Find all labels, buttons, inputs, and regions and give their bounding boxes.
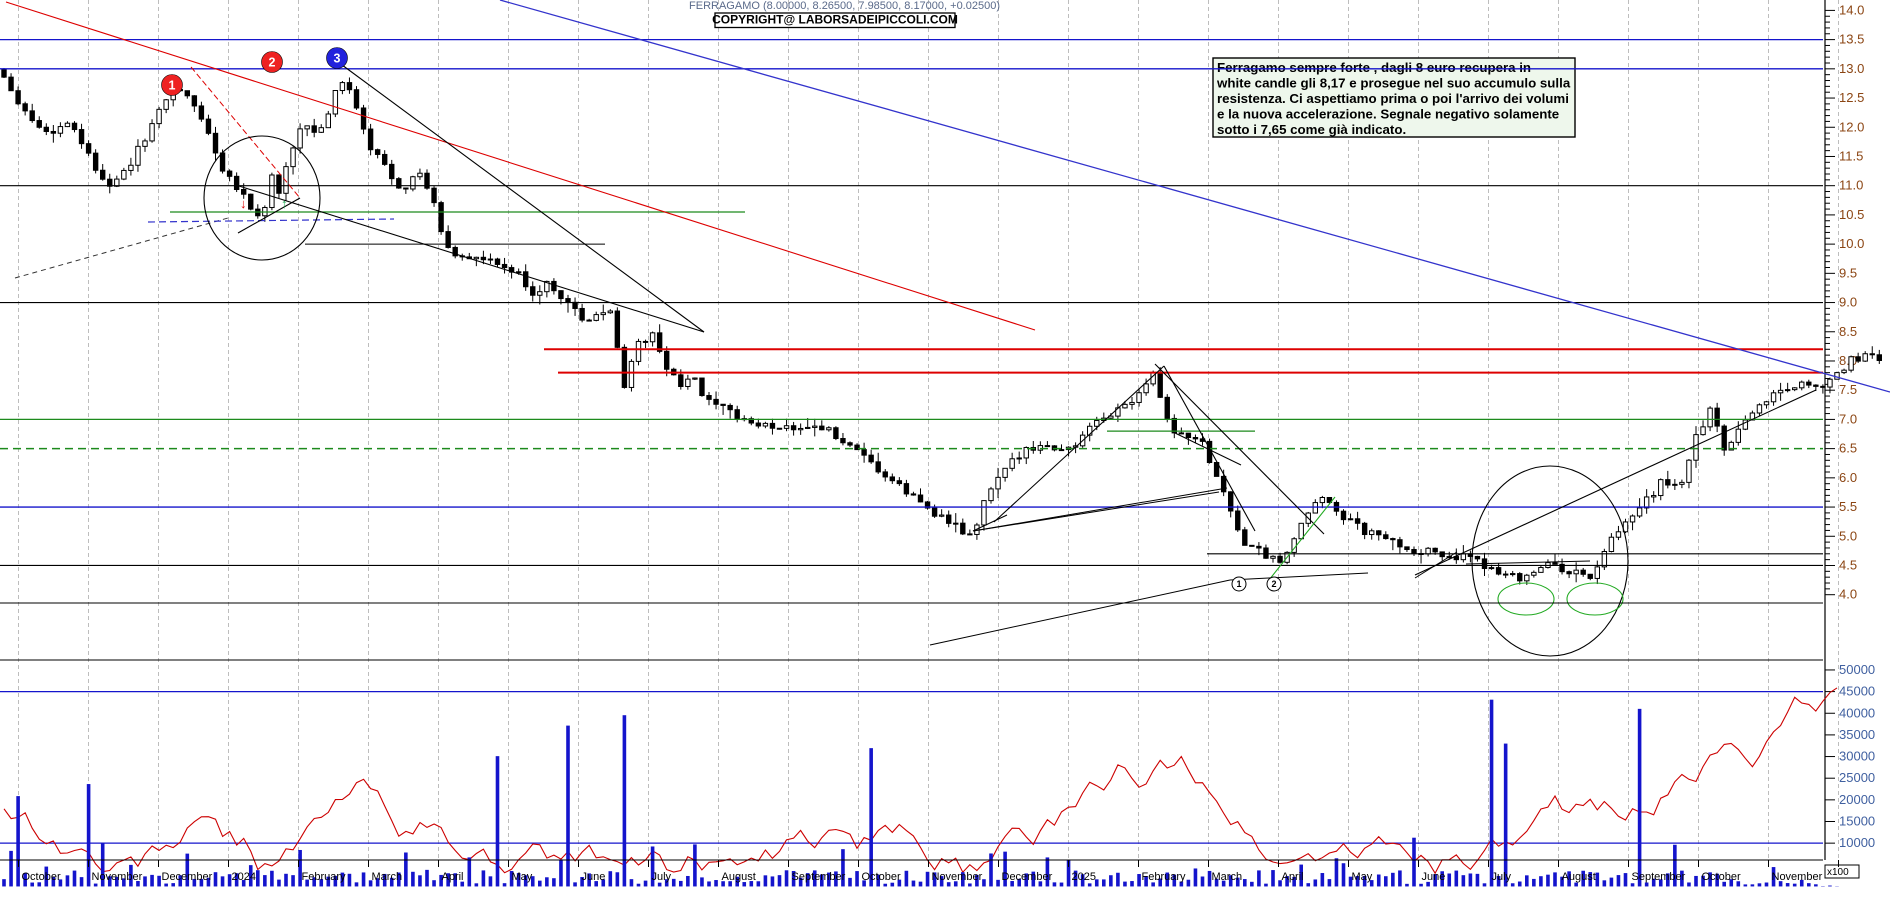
svg-text:5.5: 5.5 [1839, 499, 1857, 514]
svg-text:December: December [1002, 871, 1053, 883]
svg-text:12.5: 12.5 [1839, 90, 1864, 105]
svg-text:4.0: 4.0 [1839, 587, 1857, 602]
svg-text:8.5: 8.5 [1839, 324, 1857, 339]
svg-text:9.0: 9.0 [1839, 295, 1857, 310]
svg-text:↑: ↑ [281, 196, 288, 211]
svg-text:7.0: 7.0 [1839, 411, 1857, 426]
svg-text:11.5: 11.5 [1839, 148, 1863, 163]
svg-text:14.0: 14.0 [1839, 2, 1864, 17]
svg-text:May: May [512, 871, 533, 883]
svg-text:10.5: 10.5 [1839, 207, 1864, 222]
svg-text:Ferragamo sempre forte , dagli: Ferragamo sempre forte , dagli 8 euro re… [1217, 60, 1531, 75]
svg-text:February: February [1142, 871, 1187, 883]
svg-text:September: September [792, 871, 846, 883]
svg-text:resistenza. Ci aspettiamo prim: resistenza. Ci aspettiamo prima o poi l'… [1217, 91, 1569, 106]
svg-text:September: September [1632, 871, 1686, 883]
svg-text:30000: 30000 [1839, 749, 1875, 764]
svg-text:July: July [652, 871, 672, 883]
svg-text:6.5: 6.5 [1839, 441, 1857, 456]
svg-text:25000: 25000 [1839, 770, 1875, 785]
svg-text:3: 3 [334, 51, 341, 65]
svg-text:5.0: 5.0 [1839, 528, 1857, 543]
svg-text:13.5: 13.5 [1839, 32, 1864, 47]
svg-text:August: August [722, 871, 756, 883]
svg-text:October: October [22, 871, 61, 883]
svg-text:7.5: 7.5 [1839, 382, 1857, 397]
svg-text:10000: 10000 [1839, 835, 1875, 850]
svg-text:x100: x100 [1827, 867, 1849, 878]
svg-text:July: July [1492, 871, 1512, 883]
svg-text:1: 1 [1236, 579, 1241, 589]
svg-text:June: June [1422, 871, 1446, 883]
svg-text:March: March [1212, 871, 1243, 883]
svg-text:12.0: 12.0 [1839, 119, 1864, 134]
svg-text:April: April [1282, 871, 1304, 883]
svg-text:35000: 35000 [1839, 727, 1875, 742]
svg-text:February: February [302, 871, 347, 883]
svg-text:45000: 45000 [1839, 684, 1875, 699]
svg-text:1: 1 [169, 78, 176, 92]
svg-text:May: May [1352, 871, 1373, 883]
svg-text:40000: 40000 [1839, 705, 1875, 720]
svg-text:2: 2 [1271, 579, 1276, 589]
svg-text:November: November [92, 871, 143, 883]
svg-text:June: June [582, 871, 606, 883]
svg-text:13.0: 13.0 [1839, 61, 1864, 76]
svg-text:8.0: 8.0 [1839, 353, 1857, 368]
svg-text:9.5: 9.5 [1839, 265, 1857, 280]
svg-text:March: March [372, 871, 403, 883]
svg-text:April: April [442, 871, 464, 883]
svg-text:sotto i 7,65 come già indicato: sotto i 7,65 come già indicato. [1217, 122, 1406, 137]
svg-text:November: November [1772, 871, 1823, 883]
svg-text:2025: 2025 [1072, 871, 1096, 883]
svg-text:4.5: 4.5 [1839, 557, 1857, 572]
svg-text:↓: ↓ [240, 196, 247, 211]
svg-text:FERRAGAMO (8.00000, 8.26500, 7: FERRAGAMO (8.00000, 8.26500, 7.98500, 8.… [689, 0, 1000, 12]
svg-text:50000: 50000 [1839, 662, 1875, 677]
svg-text:October: October [862, 871, 901, 883]
svg-text:2024: 2024 [232, 871, 256, 883]
svg-text:e la nuova accelerazione. Segn: e la nuova accelerazione. Segnale negati… [1217, 107, 1559, 122]
svg-text:November: November [932, 871, 983, 883]
svg-text:COPYRIGHT@ LABORSADEIPICCOLI.C: COPYRIGHT@ LABORSADEIPICCOLI.COM [712, 13, 958, 27]
svg-text:August: August [1562, 871, 1596, 883]
svg-text:2: 2 [269, 55, 276, 69]
svg-text:15000: 15000 [1839, 814, 1875, 829]
svg-text:20000: 20000 [1839, 792, 1875, 807]
svg-text:October: October [1702, 871, 1741, 883]
svg-text:10.0: 10.0 [1839, 236, 1864, 251]
svg-text:6.0: 6.0 [1839, 470, 1857, 485]
svg-text:white candle gli 8,17 e prose: white candle gli 8,17 e prosegue nel suo… [1216, 76, 1571, 91]
svg-text:11.0: 11.0 [1839, 178, 1863, 193]
svg-text:December: December [162, 871, 213, 883]
